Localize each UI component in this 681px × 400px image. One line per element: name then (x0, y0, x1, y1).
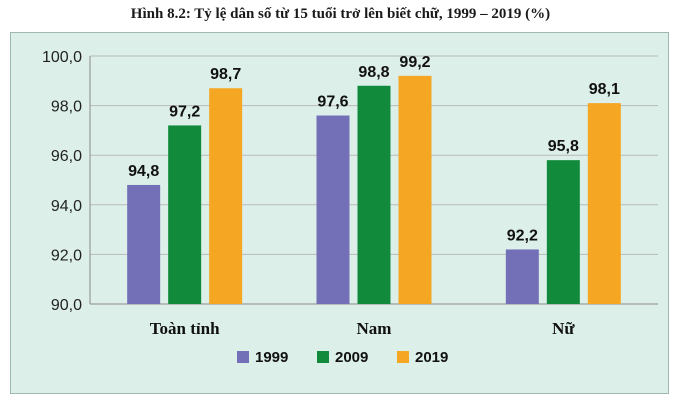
y-tick-label: 92,0 (51, 247, 82, 264)
y-tick-label: 94,0 (51, 198, 82, 215)
y-tick-label: 90,0 (51, 297, 82, 314)
chart-title: Hình 8.2: Tỷ lệ dân số từ 15 tuổi trở lê… (130, 6, 551, 22)
data-label: 97,2 (169, 103, 200, 120)
bar (546, 160, 580, 304)
bar (209, 88, 243, 304)
data-labels: 94,8 97,2 98,7 97,6 98,8 99,2 92,2 95,8 98,1 (128, 54, 620, 245)
data-label: 94,8 (128, 163, 159, 180)
bars (127, 75, 621, 305)
data-label: 99,2 (399, 54, 430, 71)
legend: 1999 2009 2019 (237, 349, 448, 366)
x-category-label: Toàn tỉnh (150, 319, 220, 338)
legend-label: 2009 (335, 349, 368, 366)
data-label: 97,6 (317, 94, 348, 111)
bar (505, 249, 539, 304)
y-tick-label: 100,0 (42, 49, 82, 66)
data-label: 95,8 (548, 138, 579, 155)
legend-swatch (397, 351, 409, 363)
data-label: 98,7 (210, 66, 241, 83)
data-label: 98,1 (589, 81, 620, 98)
legend-swatch (237, 351, 249, 363)
data-label: 98,8 (358, 64, 389, 81)
x-category-label: Nam (357, 319, 392, 338)
chart-area: 90,0 92,0 94,0 96,0 98,0 100,0 Toàn tỉnh Nam Nữ … (10, 32, 669, 394)
bar (398, 75, 432, 304)
data-label: 92,2 (507, 227, 538, 244)
legend-label: 2019 (415, 349, 448, 366)
x-category-label: Nữ (552, 319, 575, 338)
legend-label: 1999 (255, 349, 288, 366)
bar (587, 103, 621, 305)
bar (316, 115, 350, 305)
legend-swatch (317, 351, 329, 363)
y-tick-label: 98,0 (51, 99, 82, 116)
bar (127, 184, 161, 304)
y-tick-label: 96,0 (51, 148, 82, 165)
bar (168, 125, 202, 304)
bar (357, 85, 391, 304)
